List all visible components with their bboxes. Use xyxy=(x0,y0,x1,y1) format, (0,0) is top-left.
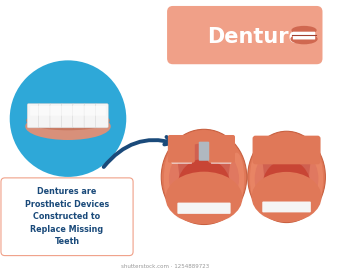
Ellipse shape xyxy=(161,129,247,225)
Ellipse shape xyxy=(229,153,244,205)
FancyBboxPatch shape xyxy=(208,135,235,163)
FancyBboxPatch shape xyxy=(61,104,74,128)
Ellipse shape xyxy=(262,160,311,213)
Text: Dentures are
Prosthetic Devices
Constructed to
Replace Missing
Teeth: Dentures are Prosthetic Devices Construc… xyxy=(25,187,109,246)
Ellipse shape xyxy=(290,34,318,44)
Circle shape xyxy=(10,60,126,177)
FancyBboxPatch shape xyxy=(262,146,311,164)
FancyBboxPatch shape xyxy=(171,147,192,164)
Ellipse shape xyxy=(309,154,323,204)
FancyBboxPatch shape xyxy=(30,106,106,116)
FancyBboxPatch shape xyxy=(262,201,311,217)
FancyBboxPatch shape xyxy=(84,104,97,128)
Ellipse shape xyxy=(250,154,264,204)
FancyBboxPatch shape xyxy=(253,136,321,164)
FancyBboxPatch shape xyxy=(50,104,63,128)
FancyBboxPatch shape xyxy=(199,142,209,161)
Ellipse shape xyxy=(26,111,110,130)
FancyBboxPatch shape xyxy=(1,178,133,256)
Ellipse shape xyxy=(201,177,207,186)
Ellipse shape xyxy=(248,131,325,223)
FancyBboxPatch shape xyxy=(177,202,231,218)
Ellipse shape xyxy=(291,26,317,35)
Ellipse shape xyxy=(169,143,239,214)
Ellipse shape xyxy=(255,144,319,213)
FancyArrowPatch shape xyxy=(104,137,173,167)
Ellipse shape xyxy=(25,113,111,140)
FancyBboxPatch shape xyxy=(262,202,311,213)
FancyBboxPatch shape xyxy=(96,104,108,128)
FancyBboxPatch shape xyxy=(293,32,315,39)
Ellipse shape xyxy=(177,159,231,214)
Ellipse shape xyxy=(166,172,242,224)
FancyBboxPatch shape xyxy=(211,147,232,164)
Text: Dentures: Dentures xyxy=(207,27,315,47)
Text: shutterstock.com · 1254889723: shutterstock.com · 1254889723 xyxy=(121,264,209,269)
Ellipse shape xyxy=(276,181,298,206)
FancyBboxPatch shape xyxy=(27,104,40,128)
FancyBboxPatch shape xyxy=(73,104,86,128)
Ellipse shape xyxy=(192,181,216,207)
Ellipse shape xyxy=(164,153,179,205)
FancyBboxPatch shape xyxy=(167,6,323,64)
Ellipse shape xyxy=(252,172,322,222)
Ellipse shape xyxy=(284,177,289,186)
FancyBboxPatch shape xyxy=(168,135,195,163)
FancyBboxPatch shape xyxy=(177,203,231,214)
FancyBboxPatch shape xyxy=(38,104,51,128)
